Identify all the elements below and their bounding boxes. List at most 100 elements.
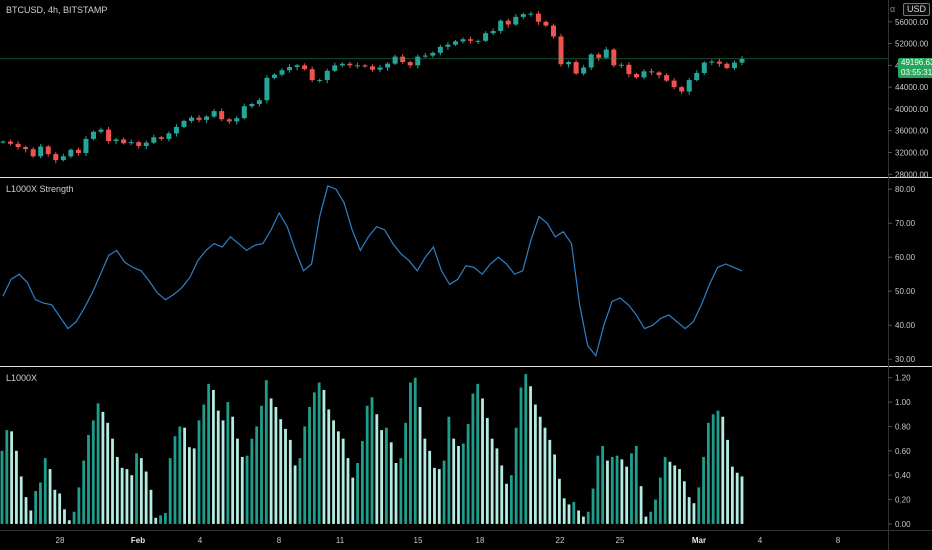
- candle-body: [415, 56, 421, 66]
- candle-body: [0, 141, 6, 143]
- l1000x-bar: [524, 374, 528, 524]
- l1000x-bar: [423, 438, 427, 524]
- l1000x-bar: [577, 510, 581, 524]
- candle-body: [671, 80, 677, 88]
- l1000x-bar: [558, 478, 561, 524]
- l1000x-bar: [58, 493, 62, 524]
- candle-body: [15, 143, 21, 148]
- candle-body: [520, 14, 526, 17]
- l1000x-bar: [197, 420, 201, 524]
- y-tick-label: 0.80: [895, 422, 911, 431]
- l1000x-bar: [668, 461, 672, 524]
- y-tick-label: 80.00: [895, 185, 916, 194]
- candle-body: [498, 20, 504, 32]
- l1000x-bar: [111, 438, 114, 524]
- candle-body: [113, 139, 119, 142]
- l1000x-bar: [615, 455, 619, 524]
- l1000x-bar: [303, 426, 307, 524]
- l1000x-bar: [173, 436, 177, 524]
- l1000x-bar: [471, 393, 475, 524]
- candle-body: [143, 142, 149, 146]
- l1000x-bar: [154, 517, 158, 524]
- y-tick-label: 36000.00: [895, 127, 929, 136]
- y-tick-label: 44000.00: [895, 83, 929, 92]
- l1000x-bar: [413, 377, 417, 524]
- candle-body: [347, 63, 353, 66]
- l1000x-bar: [394, 463, 398, 524]
- y-tick-label: 40.00: [895, 321, 916, 330]
- l1000x-bar: [437, 469, 441, 524]
- candle-body: [189, 117, 195, 121]
- candle-body: [664, 75, 670, 81]
- candle-body: [686, 80, 692, 92]
- l1000x-bar: [0, 450, 4, 524]
- l1000x-bar: [673, 465, 677, 524]
- candle-body: [566, 62, 572, 65]
- l1000x-bar: [39, 482, 42, 524]
- candle-body: [136, 142, 142, 146]
- l1000x-bar: [5, 430, 9, 524]
- l1000x-bar: [53, 489, 57, 524]
- l1000x-bar: [351, 477, 355, 524]
- l1000x-bar: [596, 455, 600, 524]
- bar-countdown: 03:55:31: [901, 68, 932, 77]
- l1000x-bar: [236, 438, 239, 524]
- candle-body: [550, 25, 556, 37]
- candle-body: [294, 65, 300, 67]
- candle-body: [618, 64, 624, 66]
- l1000x-bar: [183, 427, 186, 524]
- candle-body: [543, 21, 549, 26]
- candle-body: [528, 13, 534, 15]
- candle-body: [362, 65, 368, 67]
- l1000x-bar: [34, 491, 38, 524]
- l1000x-bar: [274, 406, 278, 524]
- y-tick-label: 30.00: [895, 355, 916, 364]
- strength-pane[interactable]: [2, 184, 743, 358]
- candle-body: [196, 117, 202, 120]
- l1000x-bar: [418, 406, 422, 524]
- l1000x-bar: [682, 481, 686, 524]
- l1000x-bar: [490, 438, 494, 524]
- l1000x-bar: [43, 458, 47, 524]
- l1000x-bar: [553, 454, 556, 524]
- currency-button[interactable]: USD: [903, 3, 931, 16]
- x-tick-label: 8: [277, 536, 282, 545]
- candle-body: [211, 111, 217, 117]
- l1000x-bar: [207, 383, 211, 524]
- l1000x-bar: [245, 455, 249, 524]
- l1000x-bar: [562, 498, 566, 524]
- l1000x-bar: [740, 476, 744, 524]
- candle-body: [641, 71, 647, 78]
- x-tick-label: 15: [414, 536, 423, 545]
- candle-body: [234, 118, 240, 122]
- l1000x-pane[interactable]: [0, 374, 744, 524]
- l1000x-bar: [135, 453, 138, 524]
- l1000x-bar: [447, 416, 451, 524]
- l1000x-bar: [610, 456, 614, 524]
- candle-body: [422, 55, 428, 57]
- candle-body: [581, 67, 587, 74]
- l1000x-bar: [433, 467, 436, 524]
- l1000x-bar: [639, 486, 643, 524]
- x-tick-label: Feb: [131, 536, 145, 545]
- y-tick-label: 0.60: [895, 447, 911, 456]
- candle-body: [626, 64, 632, 75]
- candle-body: [354, 65, 360, 67]
- candle-body: [90, 131, 96, 139]
- l1000x-bar: [96, 403, 100, 524]
- candle-body: [23, 147, 29, 150]
- l1000x-bar: [533, 404, 537, 524]
- l1000x-bar: [702, 456, 705, 524]
- y-tick-label: 60.00: [895, 253, 916, 262]
- candle-body: [603, 49, 609, 58]
- l1000x-bar: [101, 411, 105, 524]
- l1000x-bar: [356, 463, 359, 524]
- candle-body: [513, 16, 519, 25]
- l1000x-bar: [139, 458, 143, 524]
- l1000x-bar: [72, 511, 76, 524]
- l1000x-bar: [567, 504, 571, 524]
- l1000x-bar: [120, 467, 124, 524]
- price-pane[interactable]: [0, 10, 888, 164]
- l1000x-bar: [264, 380, 268, 524]
